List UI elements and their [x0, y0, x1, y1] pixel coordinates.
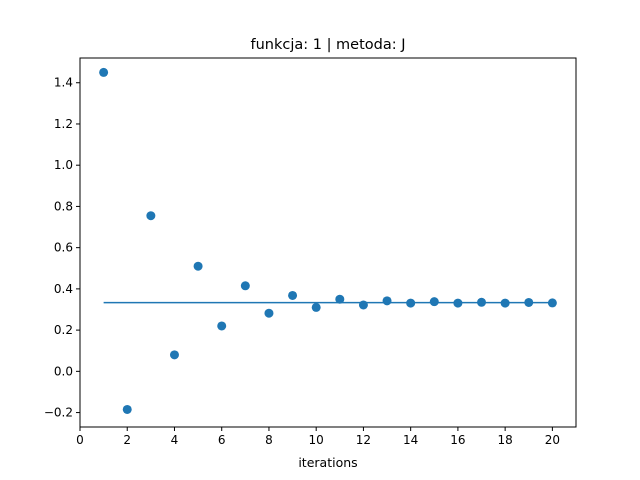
- x-tick-label: 20: [545, 433, 560, 447]
- x-axis-label: iterations: [298, 455, 357, 470]
- data-point: [524, 297, 534, 307]
- data-point: [264, 308, 274, 318]
- data-point: [382, 296, 392, 306]
- plot-area: [99, 67, 557, 414]
- y-tick-label: 0.4: [54, 282, 73, 296]
- x-tick-label: 6: [218, 433, 226, 447]
- y-tick-label: 0.8: [54, 199, 73, 213]
- chart-title: funkcja: 1 | metoda: J: [250, 37, 405, 53]
- data-point: [311, 302, 321, 312]
- data-point: [193, 261, 203, 271]
- data-point: [122, 404, 132, 414]
- y-tick-label: 1.2: [54, 117, 73, 131]
- data-point: [453, 298, 463, 308]
- x-axis: 0 2 4 6 8 10 12 14 16 18 20: [76, 427, 560, 447]
- x-tick-label: 0: [76, 433, 84, 447]
- y-tick-label: 0.2: [54, 323, 73, 337]
- x-tick-label: 2: [123, 433, 131, 447]
- data-point: [358, 300, 368, 310]
- x-tick-label: 4: [171, 433, 179, 447]
- x-tick-label: 14: [403, 433, 418, 447]
- y-tick-label: 0.6: [54, 241, 73, 255]
- axes-frame: [79, 57, 577, 428]
- data-point: [335, 294, 345, 304]
- data-point: [169, 350, 179, 360]
- data-point: [99, 67, 109, 77]
- data-point: [217, 321, 227, 331]
- data-point: [240, 281, 250, 291]
- x-tick-label: 12: [356, 433, 371, 447]
- x-tick-label: 16: [450, 433, 465, 447]
- data-point: [288, 290, 298, 300]
- y-axis: −0.2 0.0 0.2 0.4 0.6 0.8 1.0 1.2 1.4: [44, 76, 80, 420]
- x-tick-label: 18: [498, 433, 513, 447]
- data-point: [406, 298, 416, 308]
- data-point: [429, 297, 439, 307]
- x-tick-label: 10: [309, 433, 324, 447]
- x-tick-label: 8: [265, 433, 273, 447]
- y-tick-label: −0.2: [44, 406, 73, 420]
- y-tick-label: 0.0: [54, 364, 73, 378]
- data-point: [146, 211, 156, 221]
- y-tick-label: 1.0: [54, 158, 73, 172]
- data-point: [547, 298, 557, 308]
- data-point: [500, 298, 510, 308]
- y-tick-label: 1.4: [54, 76, 73, 90]
- data-point: [477, 297, 487, 307]
